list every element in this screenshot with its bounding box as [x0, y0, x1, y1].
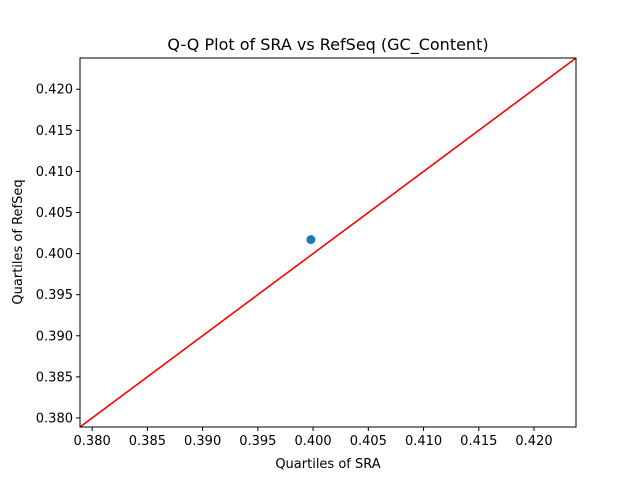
x-tick-label: 0.380	[74, 434, 111, 449]
plot-area	[79, 57, 577, 428]
y-tick-label: 0.395	[36, 288, 73, 303]
data-point	[306, 235, 316, 245]
y-tick-label: 0.390	[36, 329, 73, 344]
y-tick-label: 0.380	[36, 411, 73, 426]
reference-line	[80, 58, 576, 427]
x-tick-label: 0.390	[184, 434, 221, 449]
y-tick-label: 0.405	[36, 206, 73, 221]
x-axis-title: Quartiles of SRA	[275, 457, 380, 472]
x-tick-label: 0.400	[294, 434, 331, 449]
chart-title: Q-Q Plot of SRA vs RefSeq (GC_Content)	[167, 35, 488, 55]
x-tick-label: 0.385	[129, 434, 166, 449]
y-tick-label: 0.415	[36, 124, 73, 139]
x-tick-label: 0.410	[405, 434, 442, 449]
x-axis-ticks: 0.380 0.385 0.390 0.395 0.400 0.405 0.410 0.415…	[74, 427, 553, 449]
x-tick-label: 0.405	[350, 434, 387, 449]
plot-frame	[79, 57, 577, 428]
data-points-group	[306, 235, 316, 245]
y-axis-title: Quartiles of RefSeq	[11, 179, 26, 304]
x-tick-label: 0.420	[515, 434, 552, 449]
y-tick-label: 0.420	[36, 83, 73, 98]
y-tick-label: 0.400	[36, 247, 73, 262]
y-tick-label: 0.410	[36, 165, 73, 180]
reference-line-group	[80, 58, 576, 427]
x-tick-label: 0.415	[460, 434, 497, 449]
x-tick-label: 0.395	[239, 434, 276, 449]
y-axis-ticks: 0.380 0.385 0.390 0.395 0.400 0.405 0.410 0.415…	[36, 83, 80, 426]
y-tick-label: 0.385	[36, 370, 73, 385]
